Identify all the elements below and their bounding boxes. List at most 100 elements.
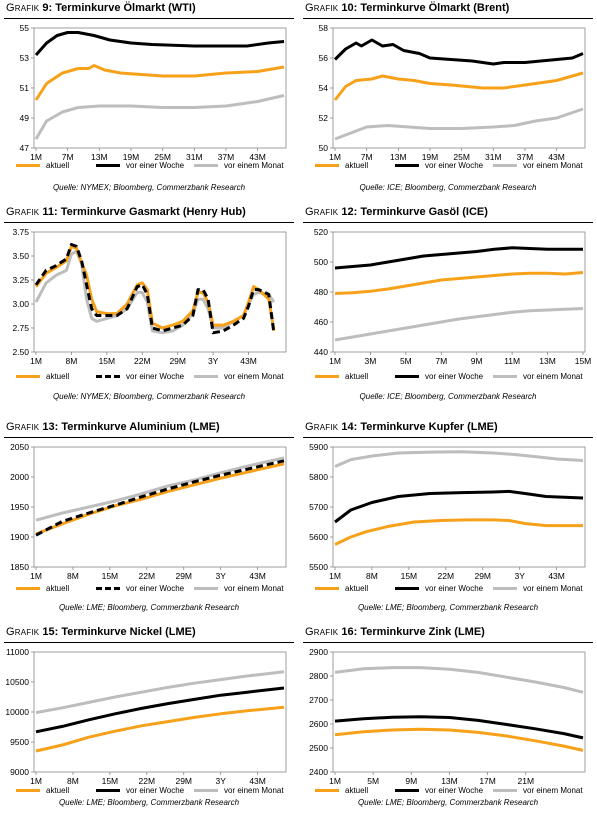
y-tick-label: 3.75 bbox=[12, 227, 29, 237]
x-tick-label: 13M bbox=[91, 152, 108, 162]
y-tick-label: 3.00 bbox=[12, 299, 29, 309]
chart-source: Quelle: NYMEX; Bloomberg, Commerzbank Re… bbox=[52, 392, 246, 401]
legend-label: vor einer Woche bbox=[425, 786, 484, 795]
y-tick-label: 1950 bbox=[10, 502, 29, 512]
chart-source: Quelle: LME; Bloomberg, Commerzbank Rese… bbox=[357, 798, 539, 807]
title-rule bbox=[303, 437, 593, 438]
x-tick-label: 1M bbox=[329, 152, 341, 162]
x-tick-label: 29M bbox=[474, 571, 491, 581]
x-tick-label: 13M bbox=[441, 776, 458, 786]
x-tick-label: 43M bbox=[249, 776, 266, 786]
series-line-vor-einem-monat bbox=[334, 107, 584, 141]
x-tick-label: 8M bbox=[67, 776, 79, 786]
x-tick-label: 1M bbox=[329, 776, 341, 786]
x-tick-label: 15M bbox=[401, 571, 418, 581]
y-tick-label: 2900 bbox=[309, 647, 328, 657]
legend-item: aktuell bbox=[16, 161, 69, 170]
plot-area bbox=[332, 446, 586, 568]
y-tick-label: 3.50 bbox=[12, 251, 29, 261]
legend-label: vor einem Monat bbox=[224, 161, 284, 170]
y-tick-label: 5700 bbox=[309, 502, 328, 512]
x-tick-label: 19M bbox=[422, 152, 439, 162]
y-tick-label: 460 bbox=[314, 317, 328, 327]
legend-swatch bbox=[194, 789, 218, 792]
x-tick-label: 3Y bbox=[208, 356, 219, 366]
x-tick-label: 31M bbox=[485, 152, 502, 162]
x-tick-label: 22M bbox=[139, 776, 156, 786]
x-tick-label: 43M bbox=[249, 571, 266, 581]
legend-label: vor einer Woche bbox=[126, 584, 185, 593]
x-tick-label: 1M bbox=[30, 356, 42, 366]
series-line-vor-einem-monat bbox=[334, 450, 584, 468]
x-tick-label: 7M bbox=[435, 356, 447, 366]
x-tick-label: 1M bbox=[329, 356, 341, 366]
chart-panel-nickel: Grafik 15: Terminkurve Nickel (LME) 9000… bbox=[4, 626, 294, 822]
legend-swatch bbox=[96, 587, 120, 590]
x-tick-label: 13M bbox=[390, 152, 407, 162]
legend-swatch bbox=[395, 375, 419, 378]
y-tick-label: 11000 bbox=[6, 647, 29, 657]
y-tick-label: 54 bbox=[319, 83, 329, 93]
legend-swatch bbox=[315, 375, 339, 378]
x-tick-label: 22M bbox=[438, 571, 455, 581]
x-tick-label: 1M bbox=[30, 152, 42, 162]
x-tick-label: 29M bbox=[175, 571, 192, 581]
series-line-vor-einer-woche bbox=[334, 246, 583, 270]
x-tick-label: 22M bbox=[139, 571, 156, 581]
y-tick-label: 2050 bbox=[10, 442, 29, 452]
x-tick-label: 25M bbox=[453, 152, 470, 162]
legend-item: vor einem Monat bbox=[493, 372, 583, 381]
legend-item: vor einem Monat bbox=[493, 161, 583, 170]
legend-swatch bbox=[194, 587, 218, 590]
legend-item: aktuell bbox=[315, 372, 368, 381]
y-tick-label: 2.50 bbox=[12, 347, 29, 357]
legend-label: vor einer Woche bbox=[425, 372, 484, 381]
x-tick-label: 29M bbox=[175, 776, 192, 786]
chart-panel-gasoel: Grafik 12: Terminkurve Gasöl (ICE) 440 46… bbox=[303, 206, 593, 402]
y-tick-label: 10000 bbox=[5, 707, 29, 717]
legend-swatch bbox=[493, 164, 517, 167]
chart-plot: 2400 2500 2600 2700 2800 2900 1M 5M 9M 13M 17M 21M bbox=[309, 647, 586, 786]
legend-label: vor einer Woche bbox=[126, 786, 185, 795]
y-tick-label: 2.75 bbox=[12, 323, 29, 333]
y-tick-label: 1900 bbox=[10, 532, 29, 542]
legend-label: vor einem Monat bbox=[523, 584, 583, 593]
title-rule bbox=[4, 222, 294, 223]
legend-swatch bbox=[395, 164, 419, 167]
y-tick-label: 49 bbox=[20, 113, 30, 123]
x-tick-label: 15M bbox=[102, 776, 119, 786]
series-line-vor-einem-monat bbox=[334, 666, 584, 694]
y-tick-label: 52 bbox=[319, 113, 329, 123]
title-rule bbox=[4, 18, 294, 19]
legend-label: aktuell bbox=[345, 372, 369, 381]
x-tick-label: 21M bbox=[517, 776, 534, 786]
chart-title: Grafik 10: Terminkurve Ölmarkt (Brent) bbox=[305, 2, 510, 14]
chart-plot: 47 49 51 53 55 1M 7M 13M 19M 25M 31M 37M 43M bbox=[20, 23, 287, 162]
series-line-vor-einer-woche bbox=[34, 243, 276, 335]
series-line-aktuell bbox=[34, 64, 285, 101]
series-line-aktuell bbox=[333, 71, 584, 101]
legend-item: vor einem Monat bbox=[194, 786, 284, 795]
x-tick-label: 22M bbox=[134, 356, 151, 366]
chart-plot: 9000 9500 10000 10500 11000 1M 8M 15M 22M 29M 3Y 43… bbox=[5, 647, 287, 786]
legend-swatch bbox=[16, 789, 40, 792]
y-tick-label: 440 bbox=[314, 347, 328, 357]
legend-item: aktuell bbox=[16, 786, 69, 795]
legend-label: vor einem Monat bbox=[224, 786, 284, 795]
legend-item: vor einem Monat bbox=[194, 372, 284, 381]
legend-swatch bbox=[493, 789, 517, 792]
x-tick-label: 43M bbox=[548, 571, 565, 581]
y-tick-label: 5800 bbox=[309, 472, 328, 482]
legend-label: vor einem Monat bbox=[224, 584, 284, 593]
legend-swatch bbox=[16, 164, 40, 167]
legend-label: aktuell bbox=[46, 372, 70, 381]
chart-source: Quelle: NYMEX; Bloomberg, Commerzbank Re… bbox=[52, 183, 246, 192]
x-tick-label: 1M bbox=[30, 776, 42, 786]
legend-item: vor einem Monat bbox=[194, 161, 284, 170]
y-tick-label: 51 bbox=[20, 83, 30, 93]
title-rule bbox=[4, 437, 294, 438]
series-line-vor-einer-woche bbox=[334, 489, 584, 524]
title-rule bbox=[303, 18, 593, 19]
y-tick-label: 47 bbox=[20, 143, 30, 153]
chart-plot: 2.50 2.75 3.00 3.25 3.50 3.75 1M 8M 15M 22M 29M 3Y 4… bbox=[12, 227, 287, 366]
